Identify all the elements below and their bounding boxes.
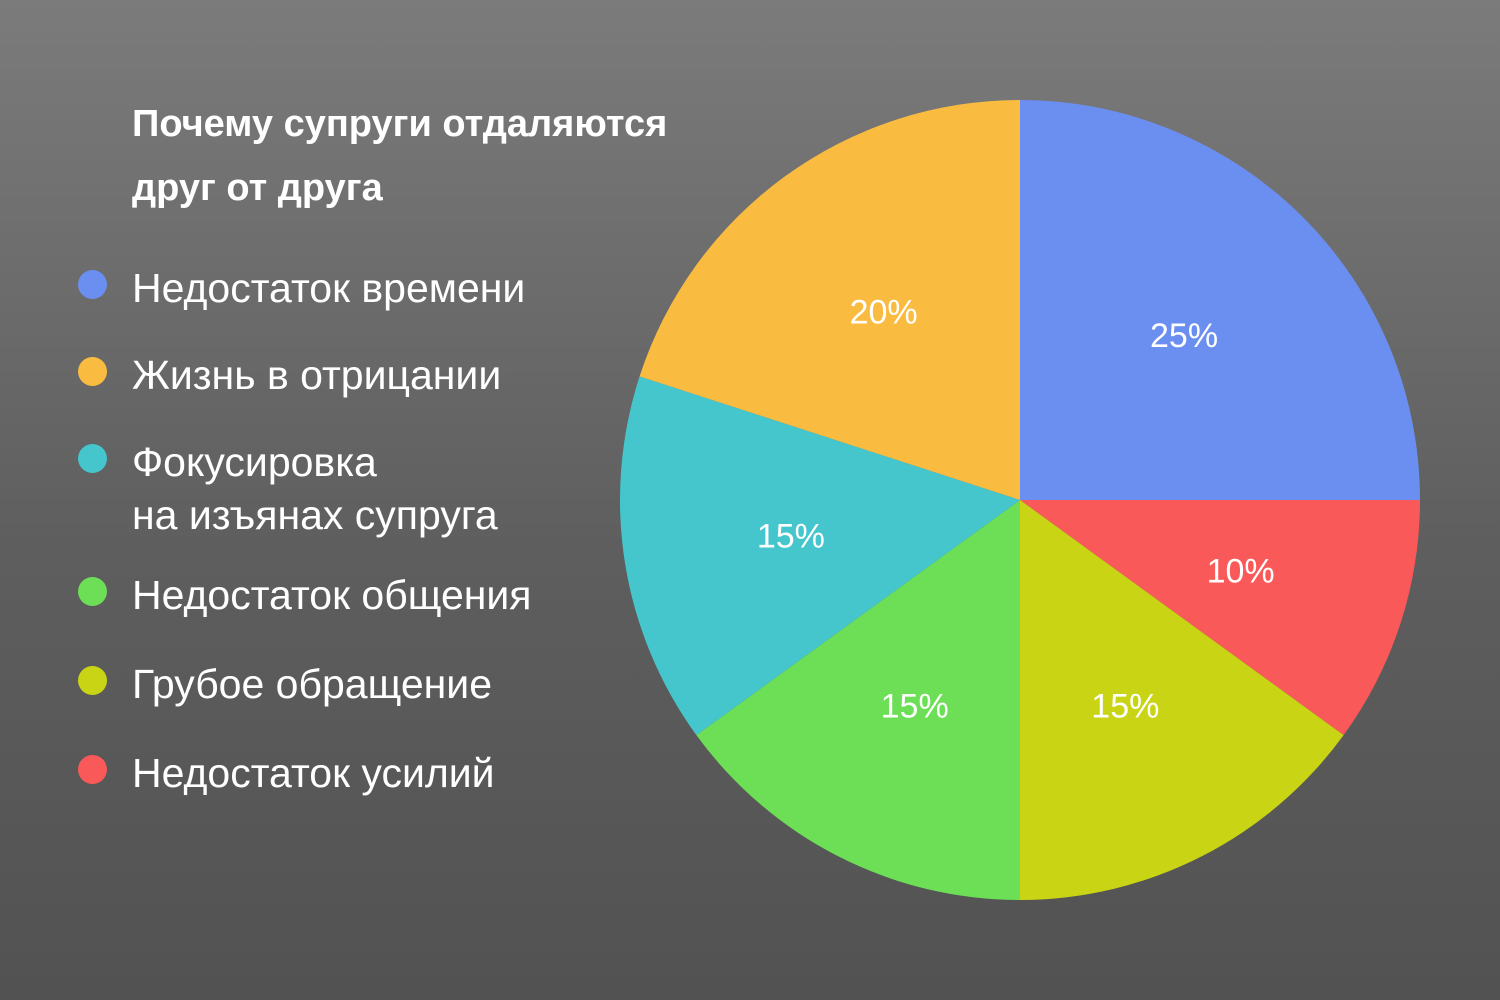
legend-label: Грубое обращение xyxy=(132,661,492,707)
legend-label: Недостаток общения xyxy=(132,572,532,618)
chart-legend: Недостаток времени Жизнь в отрицании Фок… xyxy=(0,0,620,1000)
legend-label: Недостаток времени xyxy=(132,265,526,311)
slice-flaws xyxy=(619,376,1020,736)
slice-label: 15% xyxy=(757,517,825,555)
legend-label: Недостаток усилий xyxy=(132,750,495,796)
legend-swatch xyxy=(78,444,107,473)
slice-denial xyxy=(639,100,1020,500)
slice-label: 15% xyxy=(881,688,949,726)
slice-effort xyxy=(1020,500,1420,736)
legend-item-time: Недостаток времени xyxy=(78,262,525,315)
slice-label: 20% xyxy=(850,293,918,331)
legend-swatch xyxy=(78,270,107,299)
legend-item-rudeness: Грубое обращение xyxy=(78,658,492,711)
legend-label: Жизнь в отрицании xyxy=(132,352,502,398)
slice-rudeness xyxy=(1020,500,1344,900)
legend-label: Фокусировка на изъянах супруга xyxy=(132,439,498,538)
legend-item-effort: Недостаток усилий xyxy=(78,747,495,800)
legend-swatch xyxy=(78,577,107,606)
legend-swatch xyxy=(78,755,107,784)
legend-swatch xyxy=(78,357,107,386)
legend-item-flaws: Фокусировка на изъянах супруга xyxy=(78,436,498,542)
slice-time xyxy=(1020,100,1420,500)
slice-label: 15% xyxy=(1091,688,1159,726)
chart-title: Почему супруги отдаляются друг от друга xyxy=(132,103,668,209)
legend-item-denial: Жизнь в отрицании xyxy=(78,349,501,402)
slice-communication xyxy=(696,500,1020,900)
legend-swatch xyxy=(78,666,107,695)
slice-label: 10% xyxy=(1207,553,1275,591)
slice-label: 25% xyxy=(1150,317,1218,355)
legend-item-communication: Недостаток общения xyxy=(78,569,532,622)
